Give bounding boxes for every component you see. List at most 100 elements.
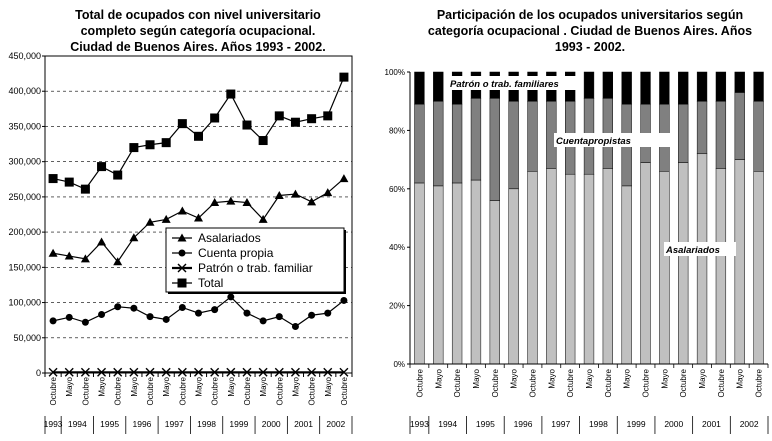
point-cuenta-propia — [211, 306, 219, 314]
left-x-tick-label: Mayo — [98, 376, 107, 396]
left-year-label: 1999 — [229, 419, 248, 429]
bar-segment-asalariados — [621, 185, 632, 365]
point-cuenta-propia — [98, 311, 106, 319]
x-stroke — [113, 367, 123, 377]
point-patron-o-trab-familiar — [323, 367, 333, 377]
point-patron-o-trab-familiar — [64, 367, 74, 377]
left-y-tick-label: 200,000 — [8, 227, 41, 237]
point-asalariados — [80, 254, 90, 263]
right-year-label: 2002 — [740, 419, 759, 429]
left-x-tick-label: Mayo — [259, 376, 268, 396]
bar-segment-cuentapropistas — [489, 98, 500, 201]
bar-segment-patron-o-trab-familiares — [583, 71, 595, 99]
right-x-tick-label: Octubre — [717, 368, 726, 397]
point-patron-o-trab-familiar — [290, 367, 300, 377]
bar-segment-cuentapropistas — [451, 103, 463, 184]
x-stroke — [226, 367, 236, 377]
left-y-tick-label: 150,000 — [8, 262, 41, 272]
left-x-tick-label: Octubre — [340, 376, 349, 405]
annotation-bg — [664, 242, 736, 256]
point-patron-o-trab-familiar — [97, 367, 107, 377]
right-x-tick-label: Octubre — [642, 368, 651, 397]
left-x-tick-label: Mayo — [195, 376, 204, 396]
bar-segment-patron-o-trab-familiares — [640, 71, 651, 105]
point-cuenta-propia — [324, 309, 332, 317]
point-patron-o-trab-familiar — [226, 367, 236, 377]
point-patron-o-trab-familiar — [80, 367, 90, 377]
left-x-tick-label: Octubre — [81, 376, 90, 405]
point-patron-o-trab-familiar — [177, 367, 187, 377]
left-y-tick-label: 100,000 — [8, 298, 41, 308]
right-y-tick-label: 60% — [389, 185, 405, 194]
series-total — [48, 72, 349, 194]
point-cuenta-propia — [259, 317, 267, 325]
point-total — [226, 89, 236, 99]
x-stroke — [145, 367, 155, 377]
series-asalariados — [48, 174, 349, 266]
point-patron-o-trab-familiar — [210, 367, 220, 377]
x-stroke — [258, 367, 268, 377]
right-year-label: 1998 — [589, 419, 608, 429]
right-y-tick-label: 40% — [389, 243, 405, 252]
point-cuenta-propia — [81, 318, 89, 326]
right-x-tick-label: Mayo — [698, 368, 707, 388]
left-year-label: 2002 — [326, 419, 345, 429]
x-stroke — [242, 367, 252, 377]
right-y-tick-label: 80% — [389, 126, 405, 135]
left-y-tick-label: 450,000 — [8, 51, 41, 61]
point-total — [323, 111, 333, 121]
right-x-tick-label: Mayo — [660, 368, 669, 388]
point-total — [64, 177, 74, 187]
point-patron-o-trab-familiar — [129, 367, 139, 377]
annotation-label: Cuentapropistas — [556, 136, 631, 147]
point-total — [242, 120, 252, 130]
point-asalariados — [161, 214, 171, 223]
legend-marker — [177, 263, 187, 273]
left-x-tick-label: Octubre — [243, 376, 252, 405]
bar-segment-cuentapropistas — [527, 100, 538, 172]
bar-segment-asalariados — [715, 168, 727, 365]
point-asalariados — [64, 251, 74, 260]
left-y-tick-label: 0 — [36, 368, 41, 378]
left-x-tick-label: Mayo — [65, 376, 74, 396]
point-total — [307, 114, 317, 124]
point-total — [339, 72, 349, 82]
legend-marker — [178, 249, 186, 257]
left-x-tick-label: Octubre — [275, 376, 284, 405]
left-year-label: 1998 — [197, 419, 216, 429]
left-x-tick-label: Octubre — [146, 376, 155, 405]
bar-segment-asalariados — [451, 182, 463, 365]
point-asalariados — [113, 257, 123, 266]
bar-segment-patron-o-trab-familiares — [715, 71, 727, 102]
point-asalariados — [194, 213, 203, 222]
left-x-tick-label: Mayo — [291, 376, 300, 396]
bar-segment-patron-o-trab-familiares — [433, 71, 444, 102]
left-y-tick-label: 350,000 — [8, 121, 41, 131]
point-total — [129, 143, 139, 153]
point-asalariados — [274, 190, 284, 199]
left-x-tick-label: Octubre — [211, 376, 220, 405]
bar-segment-cuentapropistas — [734, 92, 745, 160]
bar-segment-asalariados — [565, 173, 576, 365]
bar-segment-patron-o-trab-familiares — [659, 71, 670, 105]
left-x-tick-label: Mayo — [162, 376, 171, 396]
left-year-label: 1994 — [68, 419, 87, 429]
bar-segment-cuentapropistas — [753, 100, 764, 172]
x-stroke — [194, 367, 203, 377]
point-total — [194, 131, 203, 141]
point-asalariados — [129, 233, 139, 242]
point-asalariados — [48, 248, 58, 257]
left-year-label: 2001 — [294, 419, 313, 429]
bar-segment-cuentapropistas — [414, 103, 425, 184]
point-patron-o-trab-familiar — [307, 367, 317, 377]
bar-segment-asalariados — [583, 173, 595, 365]
right-year-label: 1999 — [627, 419, 646, 429]
left-y-tick-label: 50,000 — [13, 333, 41, 343]
x-stroke — [323, 367, 333, 377]
right-y-tick-label: 100% — [385, 68, 405, 77]
left-chart-title-line-1: Total de ocupados con nivel universitari… — [75, 8, 321, 22]
bar-segment-patron-o-trab-familiares — [602, 71, 613, 99]
left-y-tick-label: 300,000 — [8, 157, 41, 167]
point-cuenta-propia — [243, 309, 251, 317]
legend-entry: Patrón o trab. familiar — [198, 261, 313, 275]
